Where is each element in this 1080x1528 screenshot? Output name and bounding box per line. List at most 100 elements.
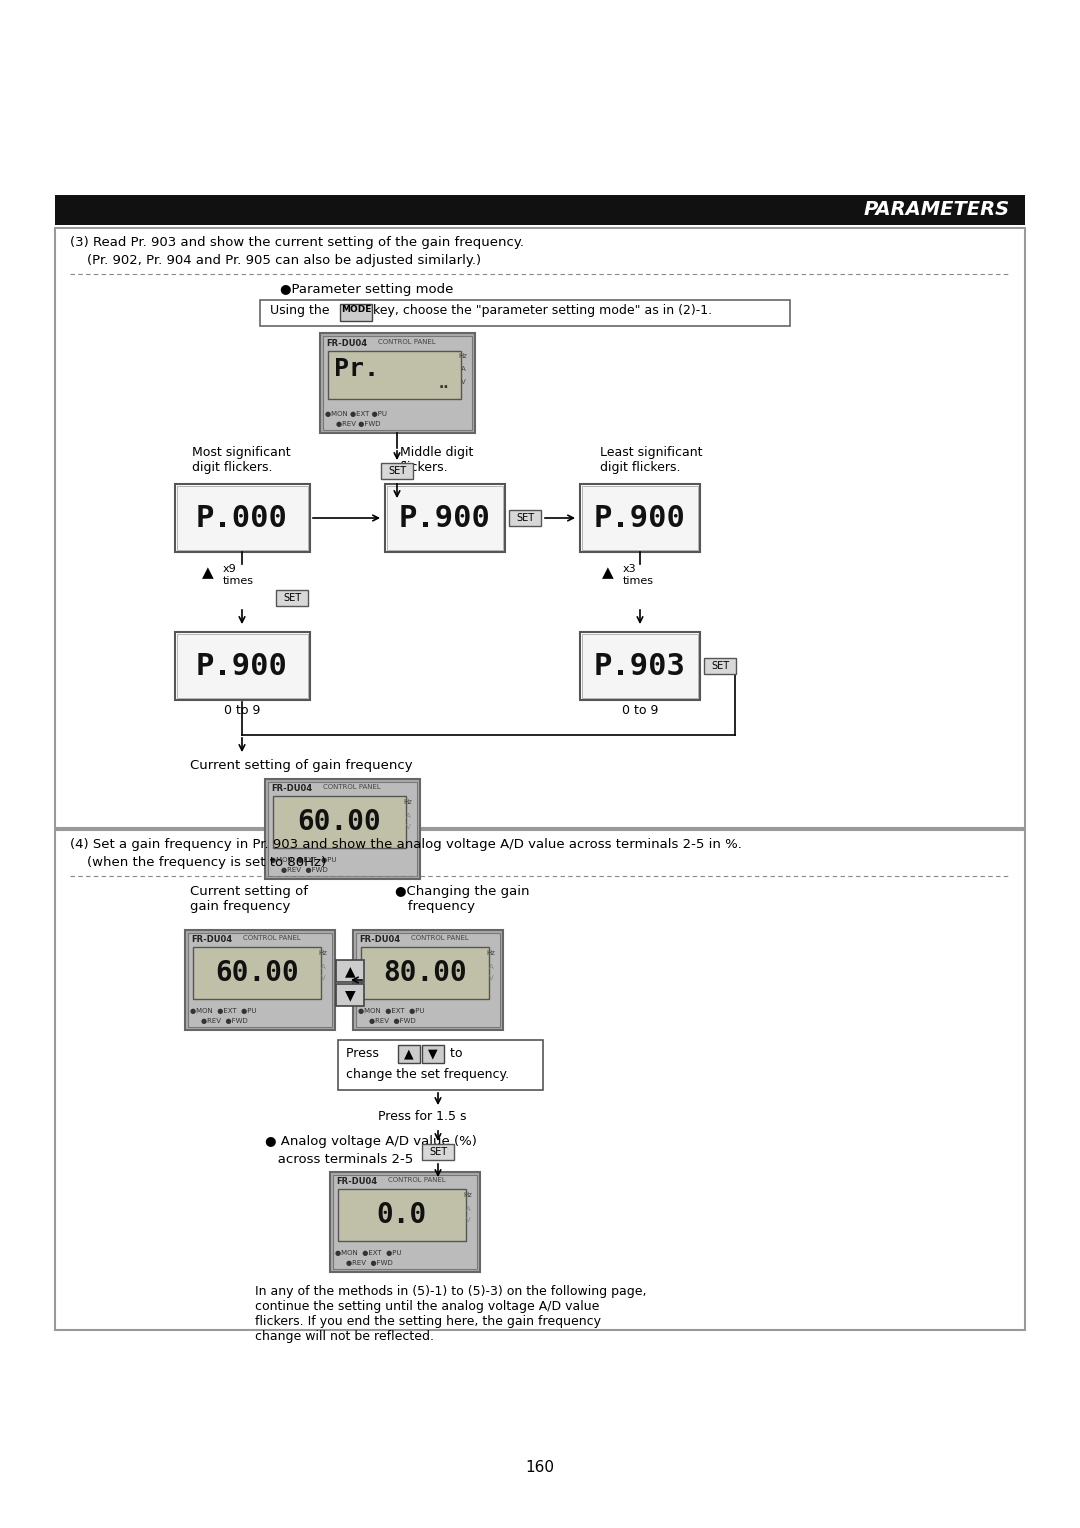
Text: SET: SET [516,513,535,523]
Bar [193,947,321,999]
Text: ▲: ▲ [404,1047,414,1060]
Bar [188,934,332,1027]
Bar [582,486,698,550]
Bar [399,1045,420,1063]
Text: x9: x9 [222,564,237,575]
Text: SET: SET [388,466,406,477]
Text: 60.00: 60.00 [215,960,299,987]
Text: (3) Read Pr. 903 and show the current setting of the gain frequency.: (3) Read Pr. 903 and show the current se… [70,235,524,249]
Bar [55,228,1025,828]
Text: across terminals 2-5: across terminals 2-5 [265,1154,414,1166]
Bar [338,1041,543,1089]
Bar [580,633,700,700]
Text: P.903: P.903 [594,651,686,680]
Text: to: to [446,1047,462,1060]
Text: FR-DU04: FR-DU04 [326,339,367,348]
Text: Hz: Hz [404,799,413,805]
Bar [422,1144,454,1160]
Bar [185,931,335,1030]
Bar [330,1172,480,1271]
Text: ●MON  ●EXT  ●PU: ●MON ●EXT ●PU [270,857,337,863]
Bar [580,484,700,552]
Text: ▼: ▼ [428,1047,437,1060]
Text: ..: .. [438,377,449,391]
Bar [175,484,310,552]
Text: Hz: Hz [319,950,327,957]
Text: ▲: ▲ [603,565,613,581]
Text: Least significant
digit flickers.: Least significant digit flickers. [600,446,702,474]
Bar [384,484,505,552]
Text: times: times [222,576,254,587]
Text: flickers. If you end the setting here, the gain frequency: flickers. If you end the setting here, t… [255,1316,600,1328]
Text: ▲: ▲ [345,964,355,978]
Text: CONTROL PANEL: CONTROL PANEL [378,339,435,345]
Text: ●REV  ●FWD: ●REV ●FWD [346,1261,393,1267]
Text: CONTROL PANEL: CONTROL PANEL [388,1177,446,1183]
Text: 60.00: 60.00 [297,808,381,836]
Text: SET: SET [429,1148,447,1157]
Text: (when the frequency is set to 80Hz): (when the frequency is set to 80Hz) [70,856,326,869]
Bar [328,351,461,399]
Text: Current setting of gain frequency: Current setting of gain frequency [190,759,413,772]
Bar [273,796,406,848]
Bar [356,934,500,1027]
Text: A: A [461,367,465,371]
Bar [336,960,364,983]
Bar [422,1045,444,1063]
Text: ●MON  ●EXT  ●PU: ●MON ●EXT ●PU [335,1250,402,1256]
Bar [381,463,413,478]
Text: 160: 160 [526,1459,554,1475]
Text: CONTROL PANEL: CONTROL PANEL [323,784,381,790]
Text: ●Parameter setting mode: ●Parameter setting mode [280,283,454,296]
Bar [175,633,310,700]
Text: (Pr. 902, Pr. 904 and Pr. 905 can also be adjusted similarly.): (Pr. 902, Pr. 904 and Pr. 905 can also b… [70,254,481,267]
Text: V: V [465,1216,471,1222]
Text: P.900: P.900 [594,504,686,532]
Text: A: A [488,964,494,970]
Text: FR-DU04: FR-DU04 [271,784,312,793]
Text: Hz: Hz [487,950,496,957]
Text: V: V [321,975,325,981]
Text: Press: Press [346,1047,383,1060]
Text: P.900: P.900 [400,504,491,532]
Text: x3: x3 [623,564,636,575]
Bar [265,779,420,879]
Text: Middle digit
flickers.: Middle digit flickers. [400,446,473,474]
Bar [704,659,735,674]
Text: Hz: Hz [463,1192,472,1198]
Text: ● Analog voltage A/D value (%): ● Analog voltage A/D value (%) [265,1135,477,1148]
Text: change the set frequency.: change the set frequency. [346,1068,509,1080]
Bar [177,486,308,550]
Text: times: times [623,576,654,587]
Text: P.900: P.900 [197,651,288,680]
Text: (4) Set a gain frequency in Pr. 903 and show the analog voltage A/D value across: (4) Set a gain frequency in Pr. 903 and … [70,837,742,851]
Text: 0 to 9: 0 to 9 [622,704,658,717]
Text: ●REV  ●FWD: ●REV ●FWD [201,1018,247,1024]
Bar [353,931,503,1030]
Text: Using the: Using the [270,304,334,316]
Text: 0 to 9: 0 to 9 [224,704,260,717]
Text: continue the setting until the analog voltage A/D value: continue the setting until the analog vo… [255,1300,599,1313]
Text: FR-DU04: FR-DU04 [336,1177,377,1186]
Bar [387,486,503,550]
Text: FR-DU04: FR-DU04 [191,935,232,944]
Text: P.000: P.000 [197,504,288,532]
Bar [323,336,472,429]
Text: Current setting of
gain frequency: Current setting of gain frequency [190,885,308,914]
Text: ●REV  ●FWD: ●REV ●FWD [369,1018,416,1024]
Text: CONTROL PANEL: CONTROL PANEL [243,935,300,941]
Text: Press for 1.5 s: Press for 1.5 s [378,1109,467,1123]
Bar [582,634,698,698]
Text: PARAMETERS: PARAMETERS [864,200,1010,219]
Bar [260,299,789,325]
Bar [509,510,541,526]
Bar [177,634,308,698]
Bar [338,1189,465,1241]
Bar [55,196,1025,225]
Bar [336,984,364,1005]
Bar [333,1175,477,1268]
Text: ●MON  ●EXT  ●PU: ●MON ●EXT ●PU [190,1008,257,1015]
Text: A: A [465,1206,471,1212]
Text: change will not be reflected.: change will not be reflected. [255,1329,434,1343]
Text: 0.0: 0.0 [377,1201,427,1229]
